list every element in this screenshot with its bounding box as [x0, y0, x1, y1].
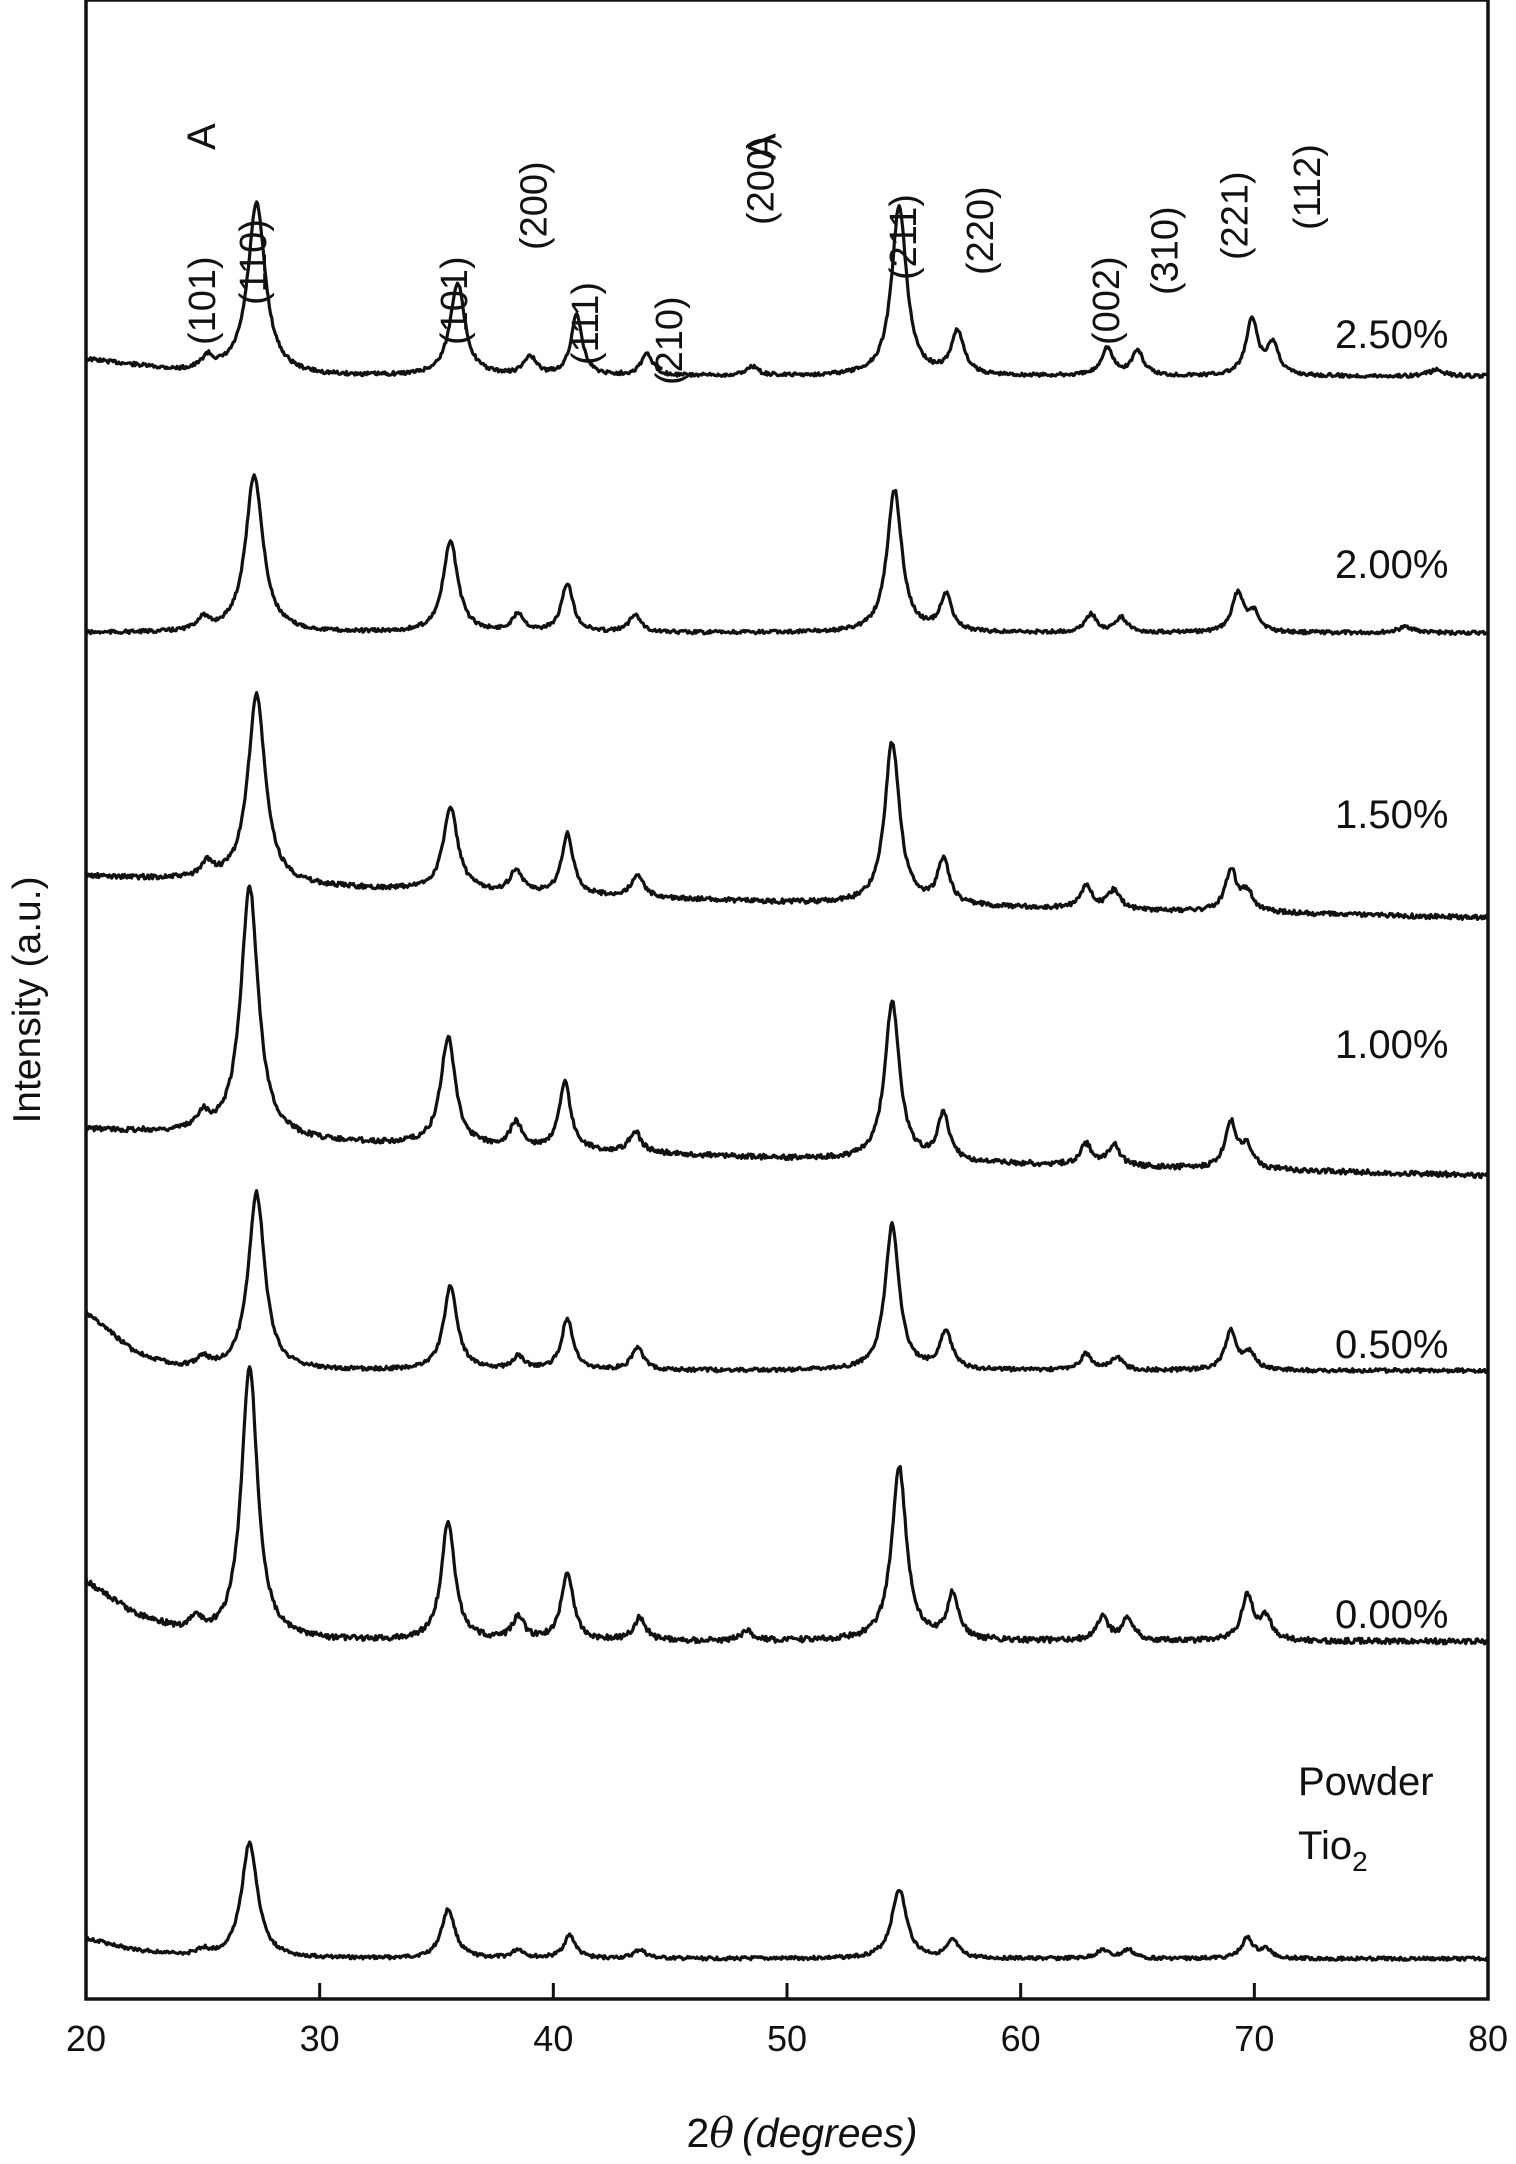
series-line [84, 884, 1489, 1180]
x-tick-label: 20 [66, 2018, 106, 2059]
peak-index-label: (110) [233, 219, 275, 305]
series-layer [84, 200, 1490, 1962]
series-label: Powder [1298, 1760, 1434, 1804]
y-axis-label: Intensity (a.u.) [6, 876, 49, 1123]
series-label: 1.50% [1335, 793, 1448, 837]
series-label: 0.00% [1335, 1593, 1448, 1637]
anatase-marker: A [180, 123, 224, 150]
peak-index-label: (111) [565, 282, 607, 365]
series-label: 2.00% [1335, 543, 1448, 587]
series-line [85, 200, 1490, 380]
series-line [84, 1365, 1489, 1646]
x-axis-label-unit: (degrees) [742, 2110, 917, 2156]
x-axis-label-theta: θ [709, 2109, 734, 2157]
peak-index-label: (101) [434, 256, 476, 345]
peak-index-label: (221) [1215, 171, 1257, 260]
x-tick-label: 50 [767, 2018, 807, 2059]
peak-index-label: (200) [514, 161, 556, 250]
peak-index-label: (002) [1086, 256, 1128, 345]
series-label: 2.50% [1335, 313, 1448, 357]
peak-index-label: (211) [883, 194, 925, 280]
x-axis-label: 2θ (degrees) [687, 2109, 918, 2157]
x-tick-label: 40 [533, 2018, 573, 2059]
peak-index-label: (310) [1145, 206, 1187, 295]
series-label: 1.00% [1335, 1023, 1448, 1067]
peak-index-label: (220) [960, 186, 1002, 275]
series-line [84, 691, 1490, 921]
series-labels: 2.50% 2.00% 1.50% 1.00% 0.50% 0.00% Powder Tio2 [1298, 313, 1448, 1877]
series-label: 0.50% [1335, 1323, 1448, 1367]
peak-index-label: (112) [1287, 144, 1329, 230]
plot-frame [84, 0, 1490, 2001]
series-line [84, 1189, 1490, 1374]
series-line [85, 473, 1489, 636]
peak-labels: (101)A(110) (101)(200)(111) (210)(200)A(21… [180, 123, 1329, 385]
peak-index-label: (101) [182, 256, 224, 345]
x-tick-label: 70 [1234, 2018, 1274, 2059]
x-axis-label-prefix: 2 [687, 2110, 710, 2156]
x-tick-label: 30 [300, 2018, 340, 2059]
series-line [84, 1840, 1490, 1962]
x-axis-ticks: 20 30 40 50 60 70 80 [66, 1983, 1508, 2059]
series-label: Tio2 [1298, 1824, 1368, 1877]
series-label-subscript: 2 [1352, 1846, 1368, 1877]
peak-index-label: (200) [740, 136, 782, 225]
x-tick-label: 80 [1468, 2018, 1508, 2059]
anatase-marker: A [741, 133, 785, 160]
x-tick-label: 60 [1001, 2018, 1041, 2059]
peak-index-label: (210) [649, 296, 691, 385]
